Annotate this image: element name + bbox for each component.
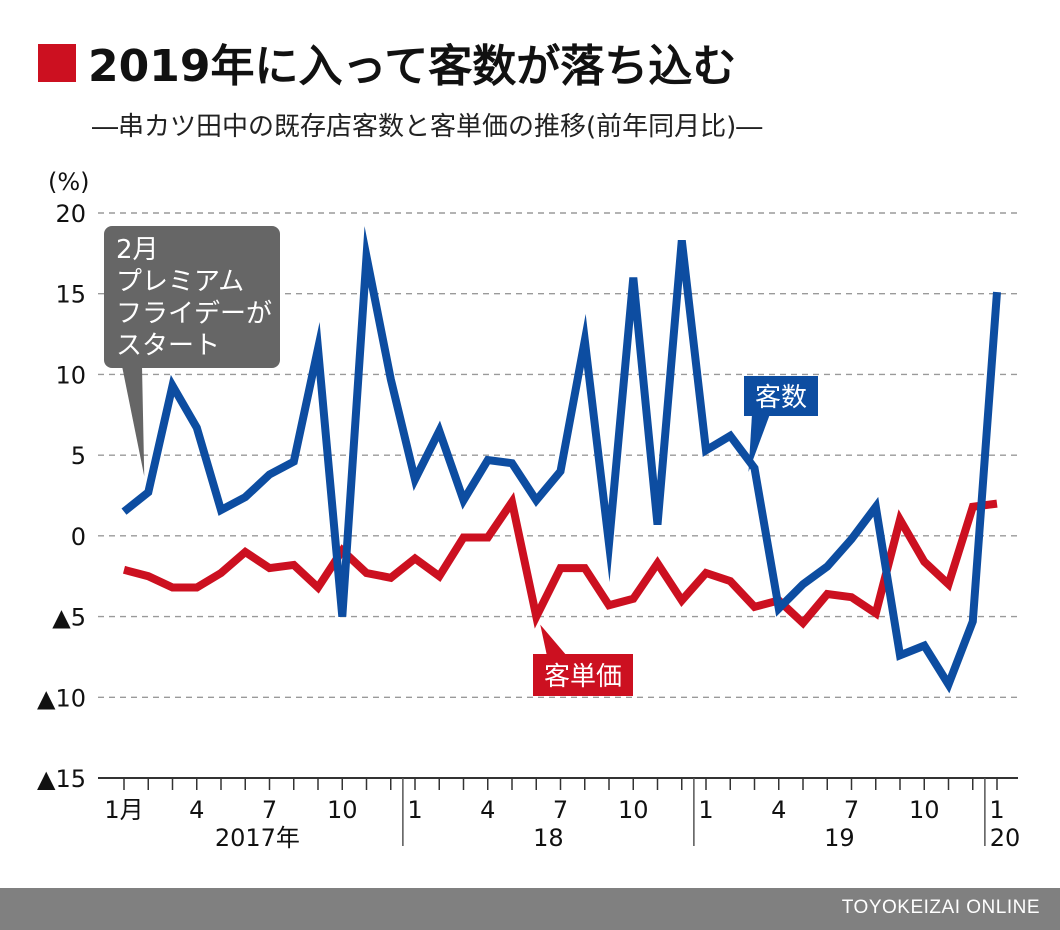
x-tick-label: 10 <box>618 796 649 824</box>
footer-bar: TOYOKEIZAI ONLINE <box>0 888 1060 930</box>
y-tick-label: 10 <box>55 361 86 389</box>
x-tick-label: 7 <box>553 796 568 824</box>
title-marker <box>38 44 76 82</box>
callout-text-line: フライデーが <box>116 299 272 329</box>
y-tick-label: ▲5 <box>52 604 86 632</box>
series-line-customers <box>121 226 1001 694</box>
year-label: 2017年 <box>215 824 300 852</box>
callout-text-line: スタート <box>116 331 220 361</box>
x-tick-label: 10 <box>909 796 940 824</box>
y-tick-label: ▲15 <box>37 765 86 793</box>
x-tick-label: 4 <box>189 796 204 824</box>
x-tick-label: 4 <box>480 796 495 824</box>
y-tick-label: 0 <box>71 523 86 551</box>
label-pointer-customers <box>748 414 770 473</box>
year-label: 20 <box>990 824 1021 852</box>
x-tick-label: 1 <box>698 796 713 824</box>
x-tick-label: 7 <box>262 796 277 824</box>
chart-title: 2019年に入って客数が落ち込む <box>88 41 737 92</box>
series-label-unit-price: 客単価 <box>544 662 622 692</box>
y-unit-label: (%) <box>48 168 90 196</box>
series-line-unit_price <box>122 492 998 629</box>
callout-pointer <box>122 366 145 477</box>
label-box-unit-price <box>533 654 633 696</box>
year-label: 19 <box>824 824 855 852</box>
x-tick-label: 1月 <box>104 796 143 824</box>
x-tick-label: 4 <box>771 796 786 824</box>
y-tick-label: 5 <box>71 442 86 470</box>
y-tick-label: 20 <box>55 200 86 228</box>
axes: (%) 20 15 10 5 0 ▲5 ▲10 ▲15 1月 4 7 10 1 4 7 10 1 4 7 10 1 2017… <box>37 168 1020 852</box>
callout-box <box>104 226 280 368</box>
x-tick-label: 10 <box>327 796 358 824</box>
footer-credit: TOYOKEIZAI ONLINE <box>841 897 1040 918</box>
chart-subtitle: ―串カツ田中の既存店客数と客単価の推移(前年同月比)― <box>92 112 763 142</box>
label-pointer-unit-price <box>540 624 567 656</box>
y-tick-label: ▲10 <box>37 684 86 712</box>
year-label: 18 <box>533 824 564 852</box>
x-tick-label: 1 <box>989 796 1004 824</box>
series-lines <box>121 226 1001 694</box>
callout-text-line: 2月 <box>116 235 159 265</box>
x-tick-label: 7 <box>844 796 859 824</box>
line-chart: (%) 20 15 10 5 0 ▲5 ▲10 ▲15 1月 4 7 10 1 4 7 10 1 4 7 10 1 2017… <box>37 168 1020 852</box>
x-tick-label: 1 <box>407 796 422 824</box>
label-box-customers <box>744 376 818 416</box>
callout-text-line: プレミアム <box>116 267 244 297</box>
y-tick-label: 15 <box>55 281 86 309</box>
series-label-customers: 客数 <box>755 383 807 413</box>
